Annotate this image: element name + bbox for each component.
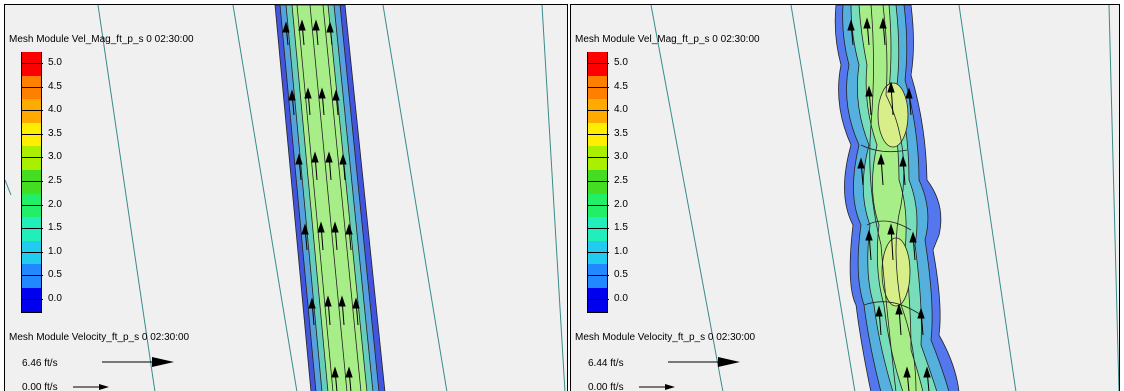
right-channel (834, 5, 960, 391)
legend-label: 4.5 (614, 80, 628, 92)
left-velocity-arrows (282, 19, 360, 391)
right-legend-title: Mesh Module Vel_Mag_ft_p_s 0 02:30:00 (575, 34, 760, 45)
legend-entry: 4.5 (21, 75, 81, 100)
right-velocity-title: Mesh Module Velocity_ft_p_s 0 02:30:00 (575, 332, 756, 343)
legend-swatch (587, 122, 609, 147)
legend-entry: 0.5 (21, 264, 81, 288)
legend-swatch (587, 217, 609, 241)
right-velocity-min-label: 0.00 ft/s (588, 382, 624, 391)
left-channel (274, 5, 386, 391)
legend-label: 3.0 (614, 151, 628, 163)
legend-swatch (587, 99, 609, 123)
legend-entry: 2.0 (21, 193, 81, 218)
legend-label: 1.0 (48, 245, 62, 257)
legend-entry: 1.0 (21, 240, 81, 265)
legend-entry: 4.0 (587, 99, 647, 123)
legend-entry: 0.5 (587, 264, 647, 288)
legend-label: 0.5 (614, 269, 628, 281)
legend-swatch (587, 169, 609, 194)
legend-entry: 1.5 (21, 217, 81, 241)
left-view-panel[interactable]: Mesh Module Vel_Mag_ft_p_s 0 02:30:00 5.… (4, 4, 568, 391)
legend-label: 5.0 (614, 57, 628, 68)
right-mesh-lines (650, 5, 1119, 391)
legend-swatch (21, 146, 43, 170)
legend-swatch (587, 146, 609, 170)
legend-swatch (21, 193, 43, 218)
legend-swatch (21, 264, 43, 288)
legend-label: 5.0 (48, 57, 62, 68)
legend-label: 4.5 (48, 80, 62, 92)
legend-entry: 1.0 (587, 240, 647, 265)
legend-entry: 0.0 (21, 287, 81, 312)
legend-swatch (587, 52, 609, 76)
right-velocity-arrows (847, 17, 931, 391)
right-velocity-max-label: 6.44 ft/s (588, 358, 624, 369)
legend-bottom-border (21, 311, 42, 313)
legend-label: 4.0 (48, 104, 62, 116)
left-color-legend: 5.0 4.5 4.0 3.5 3.0 2.5 2.0 1.5 1.0 0.5 0.0 (21, 52, 81, 313)
legend-bottom-border (587, 311, 608, 313)
left-legend-title: Mesh Module Vel_Mag_ft_p_s 0 02:30:00 (9, 34, 194, 45)
legend-entry: 0.0 (587, 287, 647, 312)
legend-label: 0.0 (614, 292, 628, 304)
legend-label: 3.5 (48, 127, 62, 139)
legend-swatch (21, 122, 43, 147)
legend-swatch (21, 75, 43, 100)
legend-swatch (587, 75, 609, 100)
legend-label: 3.5 (614, 127, 628, 139)
legend-label: 2.0 (614, 198, 628, 210)
right-velocity-min-arrow (639, 384, 675, 390)
legend-swatch (21, 52, 43, 76)
legend-entry: 5.0 (21, 52, 81, 76)
legend-label: 1.5 (48, 222, 62, 234)
legend-entry: 3.0 (21, 146, 81, 170)
legend-label: 0.0 (48, 292, 62, 304)
legend-entry: 3.5 (587, 122, 647, 147)
legend-entry: 4.5 (587, 75, 647, 100)
left-streamlines (296, 5, 362, 391)
legend-entry: 2.5 (587, 169, 647, 194)
right-color-legend: 5.0 4.5 4.0 3.5 3.0 2.5 2.0 1.5 1.0 0.5 0.0 (587, 52, 647, 313)
legend-label: 2.5 (614, 174, 628, 186)
legend-label: 4.0 (614, 104, 628, 116)
right-contour-lines (860, 5, 922, 391)
left-velocity-max-label: 6.46 ft/s (22, 358, 58, 369)
right-mesh-view (650, 5, 1119, 391)
legend-label: 1.0 (614, 245, 628, 257)
legend-entry: 3.0 (587, 146, 647, 170)
legend-swatch (21, 240, 43, 265)
legend-swatch (21, 99, 43, 123)
legend-label: 0.5 (48, 269, 62, 281)
legend-label: 1.5 (614, 222, 628, 234)
legend-swatch (587, 193, 609, 218)
legend-swatch (21, 287, 43, 312)
left-mesh-view (5, 5, 566, 391)
legend-label: 2.0 (48, 198, 62, 210)
legend-entry: 5.0 (587, 52, 647, 76)
legend-label: 3.0 (48, 151, 62, 163)
left-velocity-title: Mesh Module Velocity_ft_p_s 0 02:30:00 (9, 332, 190, 343)
legend-swatch (587, 287, 609, 312)
legend-entry: 3.5 (21, 122, 81, 147)
left-velocity-max-arrow (102, 357, 174, 367)
left-velocity-min-arrow (73, 384, 109, 390)
legend-entry: 2.0 (587, 193, 647, 218)
right-velocity-max-arrow (668, 357, 740, 367)
legend-entry: 2.5 (21, 169, 81, 194)
right-view-panel[interactable]: Mesh Module Vel_Mag_ft_p_s 0 02:30:00 5.… (570, 4, 1120, 391)
left-velocity-min-label: 0.00 ft/s (22, 382, 58, 391)
legend-entry: 1.5 (587, 217, 647, 241)
legend-swatch (587, 240, 609, 265)
legend-swatch (21, 217, 43, 241)
legend-label: 2.5 (48, 174, 62, 186)
left-mesh-lines (5, 5, 566, 391)
legend-swatch (587, 264, 609, 288)
legend-entry: 4.0 (21, 99, 81, 123)
legend-swatch (21, 169, 43, 194)
